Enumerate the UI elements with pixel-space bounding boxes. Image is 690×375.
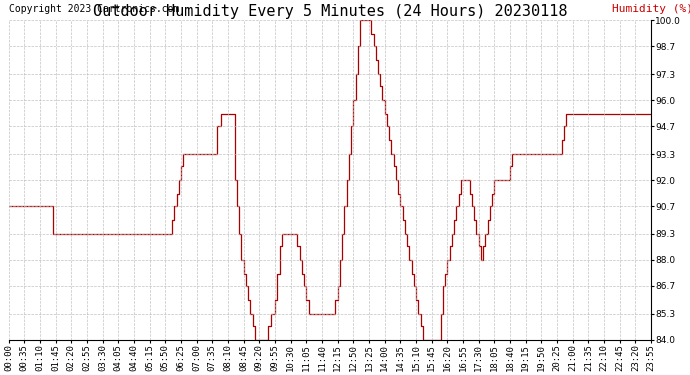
Text: Copyright 2023 Cartronics.com: Copyright 2023 Cartronics.com xyxy=(9,4,179,14)
Title: Outdoor Humidity Every 5 Minutes (24 Hours) 20230118: Outdoor Humidity Every 5 Minutes (24 Hou… xyxy=(92,4,567,19)
Text: Humidity (%): Humidity (%) xyxy=(612,4,690,14)
